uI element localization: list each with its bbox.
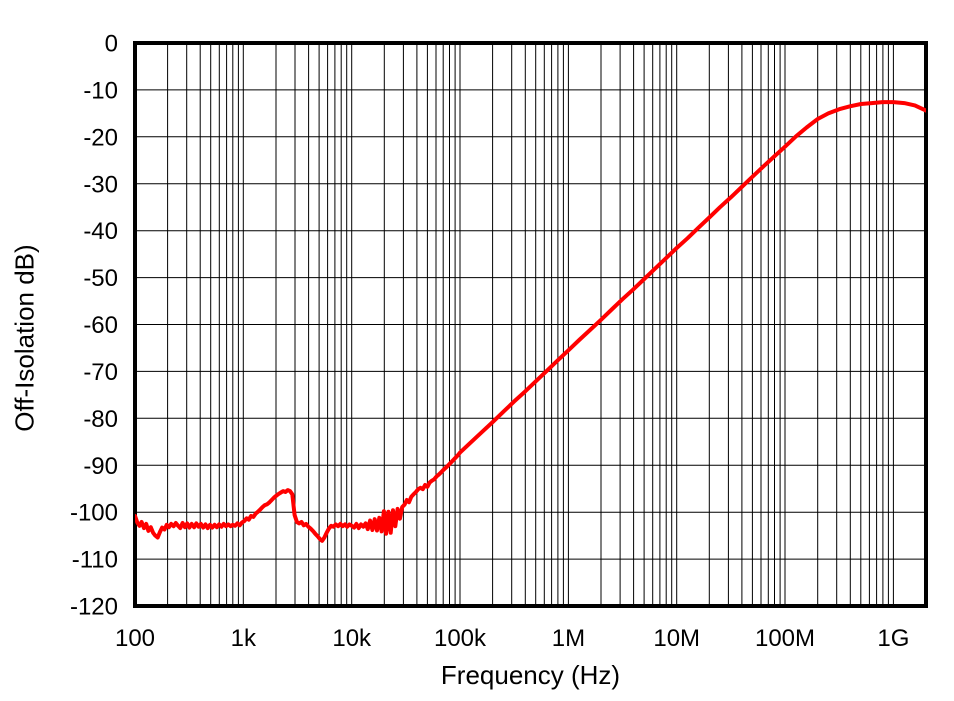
grid-horizontal [135, 89, 926, 560]
x-axis-title: Frequency (Hz) [440, 660, 621, 690]
y-tick-label--80: -80 [83, 406, 118, 433]
y-tick-label--20: -20 [83, 124, 118, 151]
x-tick-label-1M: 1M [552, 625, 585, 652]
y-tick-label--40: -40 [83, 218, 118, 245]
x-tick-label-100k: 100k [434, 625, 487, 652]
y-tick-label--120: -120 [70, 594, 118, 621]
y-tick-label--90: -90 [83, 453, 118, 480]
x-tick-label-1k: 1k [231, 625, 257, 652]
x-tick-label-10k: 10k [332, 625, 372, 652]
plot-frame [133, 41, 928, 608]
y-axis-title: Off-Isolation dB) [9, 244, 40, 432]
y-tick-label-0: 0 [105, 31, 118, 58]
x-tick-label-100: 100 [115, 625, 155, 652]
x-tick-label-10M: 10M [653, 625, 700, 652]
y-tick-label--30: -30 [83, 171, 118, 198]
y-tick-label--110: -110 [72, 547, 118, 574]
y-tick-label--10: -10 [83, 77, 118, 104]
off-isolation-curve [135, 100, 926, 543]
x-tick-label-1G: 1G [877, 625, 909, 652]
y-tick-label--100: -100 [70, 500, 118, 527]
y-tick-label--60: -60 [83, 312, 118, 339]
y-tick-label--70: -70 [83, 359, 118, 386]
x-tick-label-100M: 100M [755, 625, 815, 652]
y-tick-label--50: -50 [83, 265, 118, 292]
